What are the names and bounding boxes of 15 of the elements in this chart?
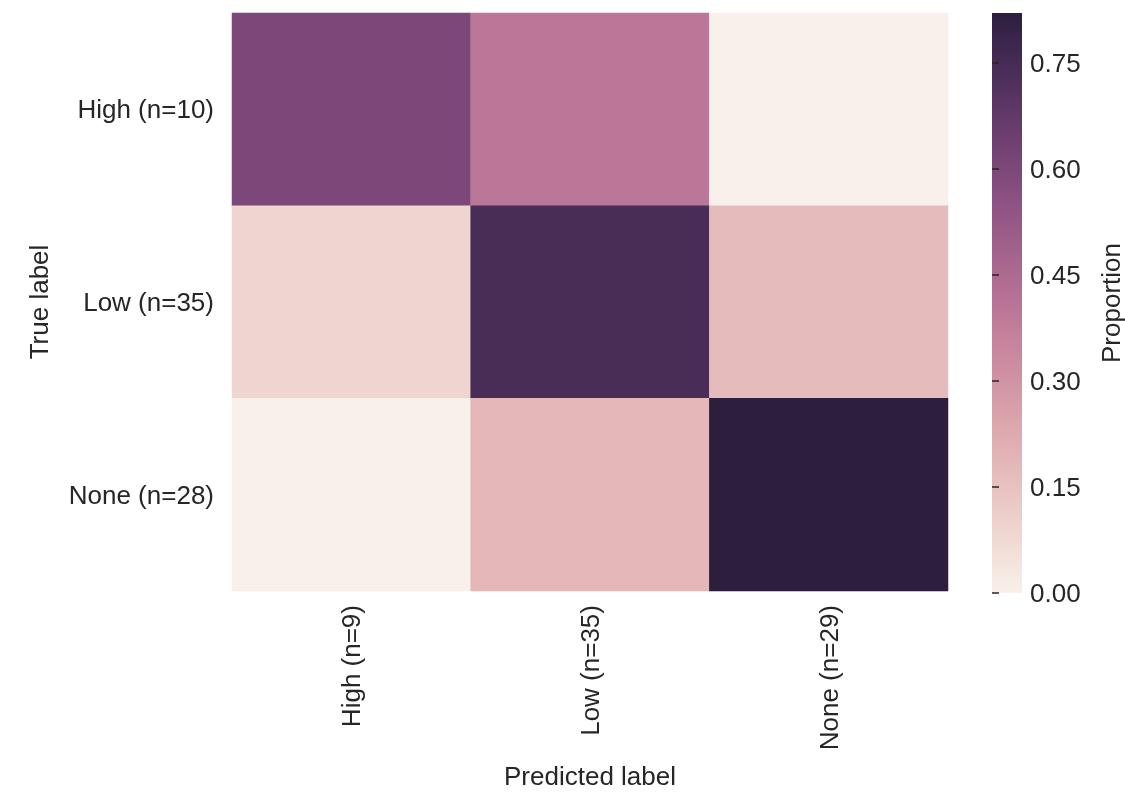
color-bar-title: Proportion xyxy=(1096,243,1125,363)
y-tick-label: Low (n=35) xyxy=(83,287,214,317)
color-bar-label: 0.45 xyxy=(1030,259,1081,290)
x-tick-label: High (n=9) xyxy=(336,605,367,728)
y-tick-label: High (n=10) xyxy=(77,94,214,125)
y-tick-label: None (n=28) xyxy=(68,479,214,510)
color-bar-label: 0.75 xyxy=(1030,47,1081,78)
color-bar-label: 0.00 xyxy=(1030,578,1081,608)
color-bar-label: 0.30 xyxy=(1030,365,1081,396)
y-axis-title: True label xyxy=(24,244,54,360)
color-bar-label: 0.15 xyxy=(1030,471,1081,502)
x-tick-label: Low (n=35) xyxy=(575,605,605,736)
x-tick-label: None (n=29) xyxy=(813,605,844,751)
x-axis-title: Predicted label xyxy=(504,761,676,791)
color-bar-label: 0.60 xyxy=(1030,153,1081,184)
